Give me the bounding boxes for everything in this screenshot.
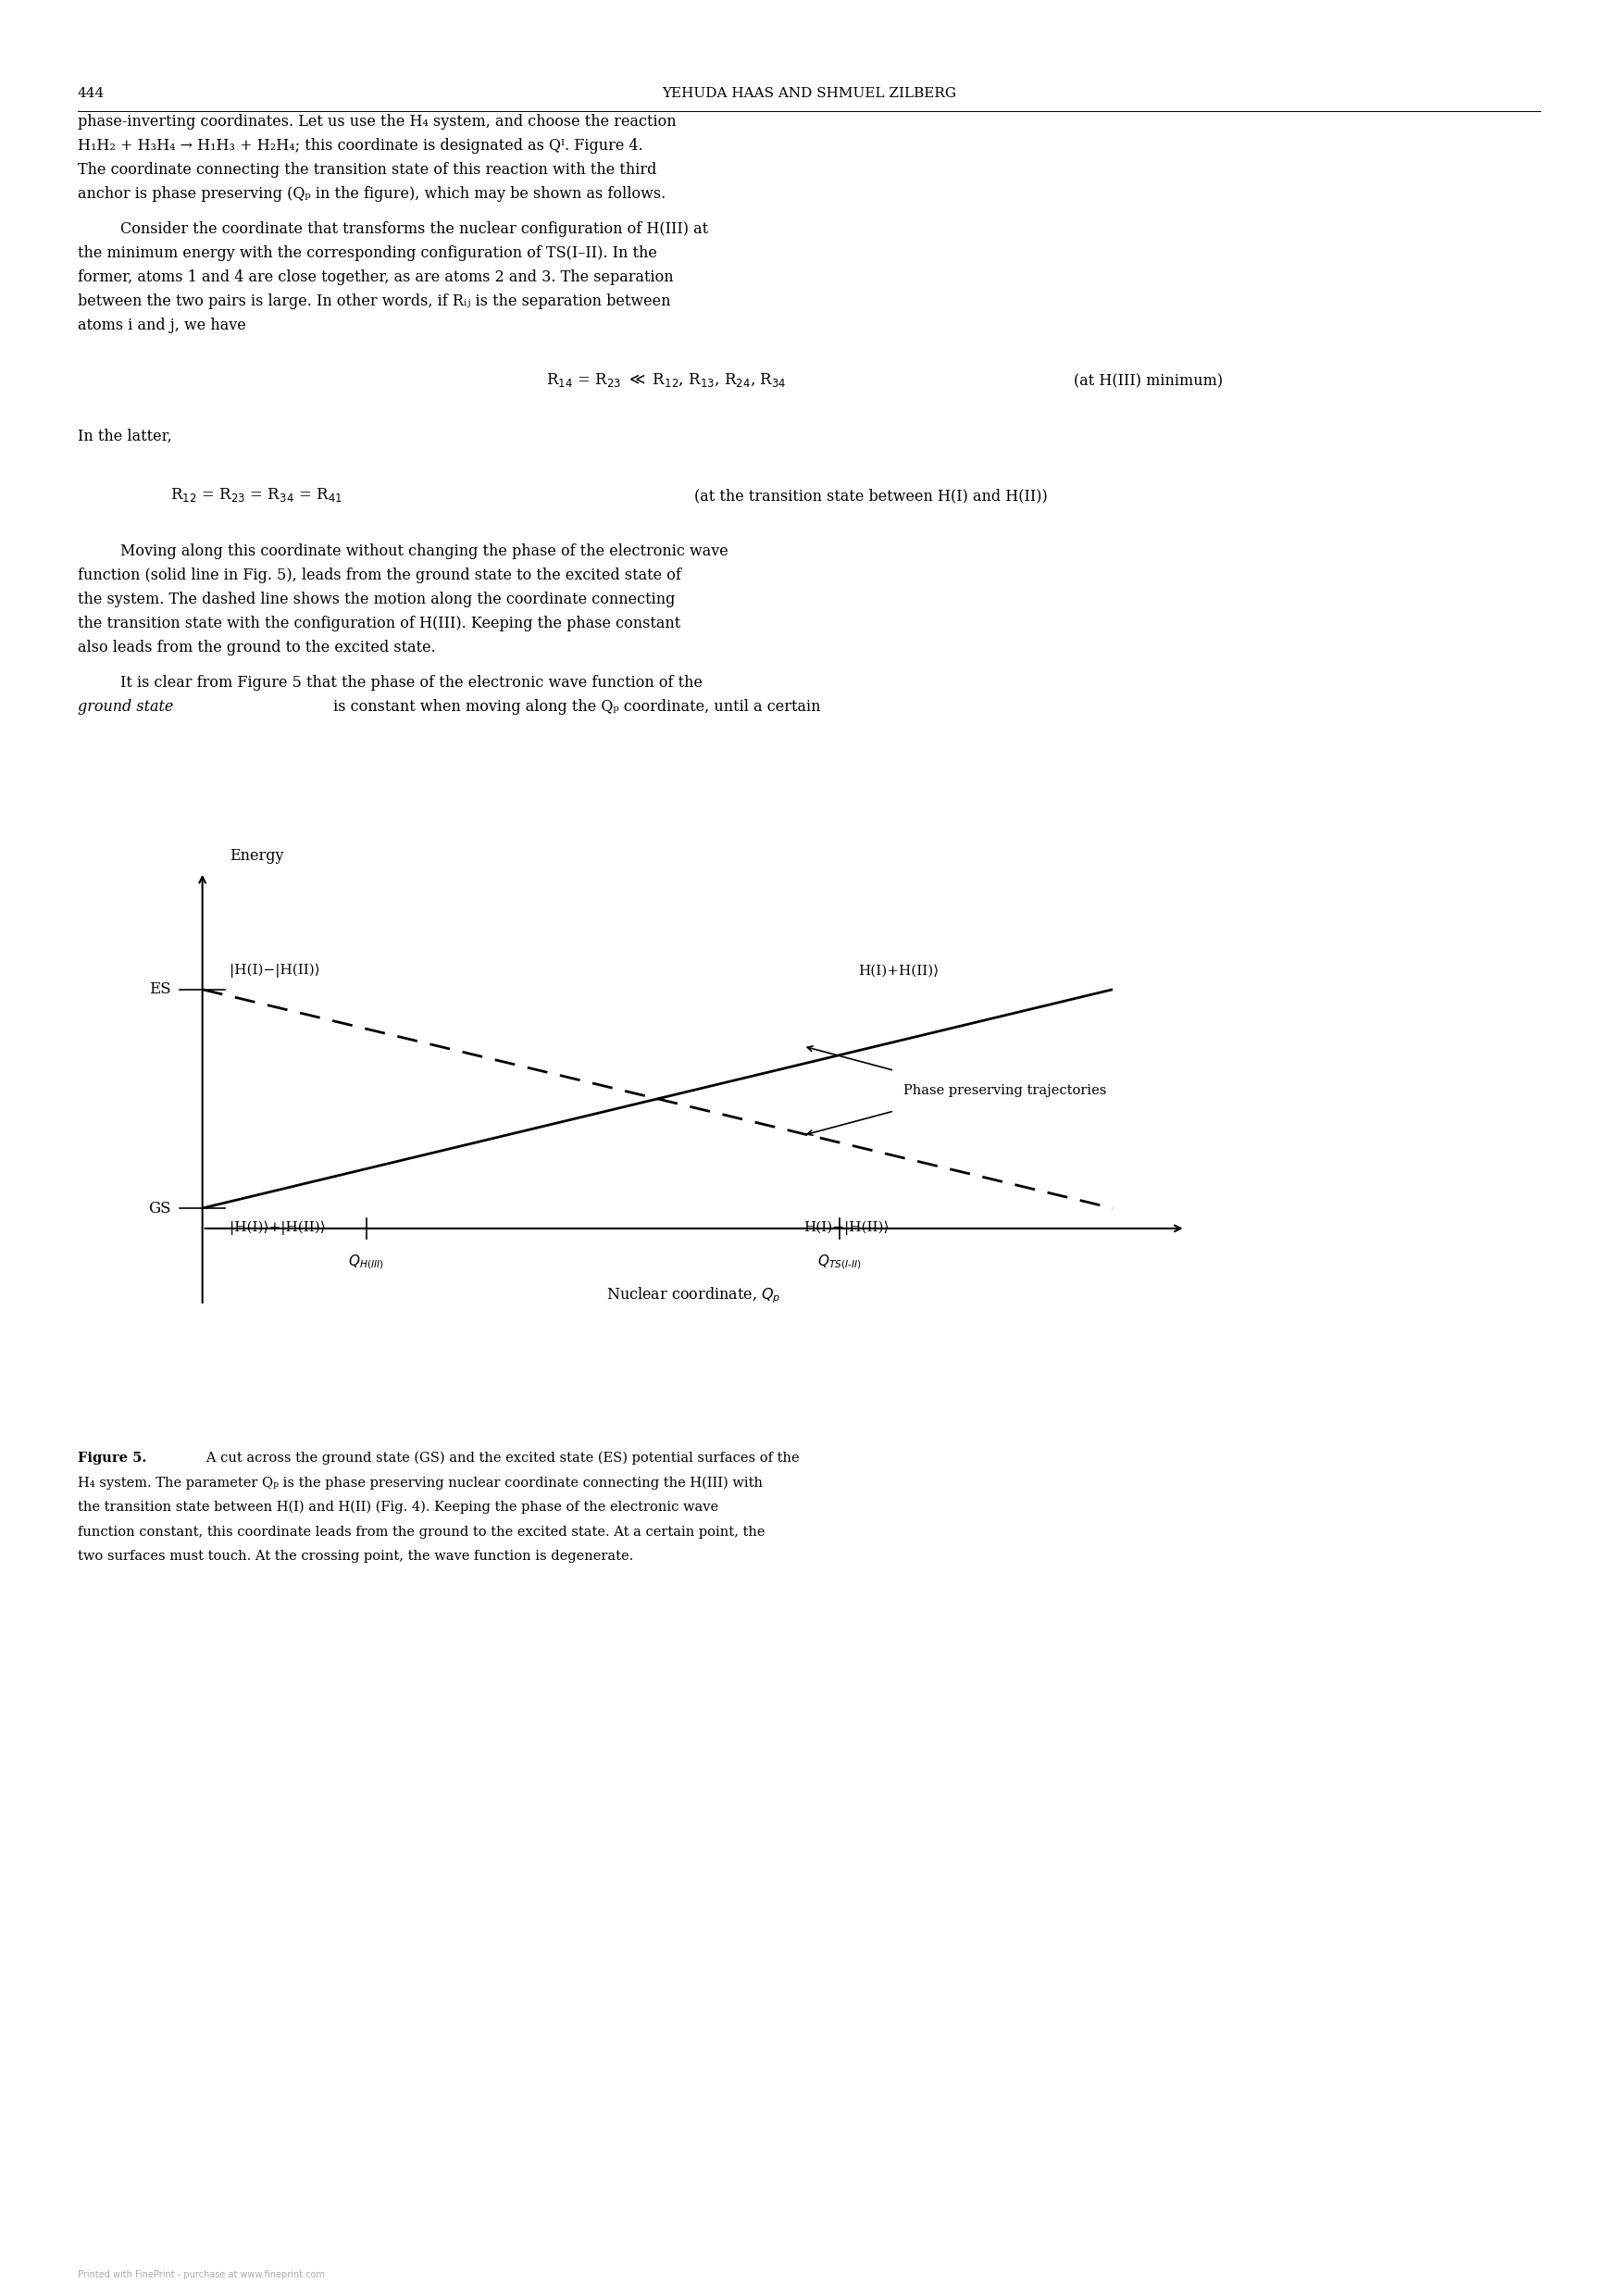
- Text: two surfaces must touch. At the crossing point, the wave function is degenerate.: two surfaces must touch. At the crossing…: [78, 1550, 633, 1564]
- Text: $\mathit{Q}_{TS(I\text{-}II)}$: $\mathit{Q}_{TS(I\text{-}II)}$: [817, 1254, 862, 1272]
- Text: is constant when moving along the Qₚ coordinate, until a certain: is constant when moving along the Qₚ coo…: [328, 698, 820, 714]
- Text: anchor is phase preserving (Qₚ in the figure), which may be shown as follows.: anchor is phase preserving (Qₚ in the fi…: [78, 186, 665, 202]
- Text: Phase preserving trajectories: Phase preserving trajectories: [903, 1084, 1107, 1097]
- Text: $\mathit{Q}_{H(III)}$: $\mathit{Q}_{H(III)}$: [348, 1254, 383, 1272]
- Text: the system. The dashed line shows the motion along the coordinate connecting: the system. The dashed line shows the mo…: [78, 592, 675, 608]
- Text: ES: ES: [149, 983, 170, 996]
- Text: function (solid line in Fig. 5), leads from the ground state to the excited stat: function (solid line in Fig. 5), leads f…: [78, 567, 681, 583]
- Text: H₁H₂ + H₃H₄ → H₁H₃ + H₂H₄; this coordinate is designated as Qᴵ. Figure 4.: H₁H₂ + H₃H₄ → H₁H₃ + H₂H₄; this coordina…: [78, 138, 642, 154]
- Text: Consider the coordinate that transforms the nuclear configuration of H(III) at: Consider the coordinate that transforms …: [120, 220, 709, 236]
- Text: the transition state with the configuration of H(III). Keeping the phase constan: the transition state with the configurat…: [78, 615, 681, 631]
- Text: atoms i and j, we have: atoms i and j, we have: [78, 317, 246, 333]
- Text: YEHUDA HAAS AND SHMUEL ZILBERG: YEHUDA HAAS AND SHMUEL ZILBERG: [662, 87, 956, 101]
- Text: H₄ system. The parameter Qₚ is the phase preserving nuclear coordinate connectin: H₄ system. The parameter Qₚ is the phase…: [78, 1476, 762, 1490]
- Text: between the two pairs is large. In other words, if Rᵢⱼ is the separation between: between the two pairs is large. In other…: [78, 294, 670, 310]
- Text: (at the transition state between H(I) and H(II)): (at the transition state between H(I) an…: [694, 489, 1047, 503]
- Text: GS: GS: [147, 1201, 170, 1217]
- Text: |H(I)⟩+|H(II)⟩: |H(I)⟩+|H(II)⟩: [230, 1221, 325, 1235]
- Text: A cut across the ground state (GS) and the excited state (ES) potential surfaces: A cut across the ground state (GS) and t…: [194, 1451, 799, 1465]
- Text: Energy: Energy: [230, 847, 283, 863]
- Text: 444: 444: [78, 87, 105, 101]
- Text: It is clear from Figure 5 that the phase of the electronic wave function of the: It is clear from Figure 5 that the phase…: [120, 675, 702, 691]
- Text: Moving along this coordinate without changing the phase of the electronic wave: Moving along this coordinate without cha…: [120, 544, 728, 560]
- Text: H(I)+H(II)⟩: H(I)+H(II)⟩: [858, 964, 938, 978]
- Text: the transition state between H(I) and H(II) (Fig. 4). Keeping the phase of the e: the transition state between H(I) and H(…: [78, 1502, 718, 1513]
- Text: ground state: ground state: [78, 698, 173, 714]
- Text: former, atoms 1 and 4 are close together, as are atoms 2 and 3. The separation: former, atoms 1 and 4 are close together…: [78, 269, 673, 285]
- Text: R$_{12}$ = R$_{23}$ = R$_{34}$ = R$_{41}$: R$_{12}$ = R$_{23}$ = R$_{34}$ = R$_{41}…: [170, 487, 343, 503]
- Text: phase-inverting coordinates. Let us use the H₄ system, and choose the reaction: phase-inverting coordinates. Let us use …: [78, 115, 676, 129]
- Text: function constant, this coordinate leads from the ground to the excited state. A: function constant, this coordinate leads…: [78, 1525, 765, 1538]
- Text: |H(I)−|H(II)⟩: |H(I)−|H(II)⟩: [230, 962, 320, 978]
- Text: H(I)−|H(II)⟩: H(I)−|H(II)⟩: [803, 1221, 888, 1235]
- Text: In the latter,: In the latter,: [78, 429, 172, 445]
- Text: Figure 5.: Figure 5.: [78, 1451, 147, 1465]
- Text: Nuclear coordinate, $Q_p$: Nuclear coordinate, $Q_p$: [607, 1286, 781, 1304]
- Text: (at H(III) minimum): (at H(III) minimum): [1074, 372, 1223, 388]
- Text: Printed with FinePrint - purchase at www.fineprint.com: Printed with FinePrint - purchase at www…: [78, 2271, 325, 2280]
- Text: also leads from the ground to the excited state.: also leads from the ground to the excite…: [78, 641, 435, 654]
- Text: The coordinate connecting the transition state of this reaction with the third: The coordinate connecting the transition…: [78, 163, 657, 177]
- Text: the minimum energy with the corresponding configuration of TS(I–II). In the: the minimum energy with the correspondin…: [78, 246, 657, 262]
- Text: R$_{14}$ = R$_{23}$ $\ll$ R$_{12}$, R$_{13}$, R$_{24}$, R$_{34}$: R$_{14}$ = R$_{23}$ $\ll$ R$_{12}$, R$_{…: [547, 372, 786, 388]
